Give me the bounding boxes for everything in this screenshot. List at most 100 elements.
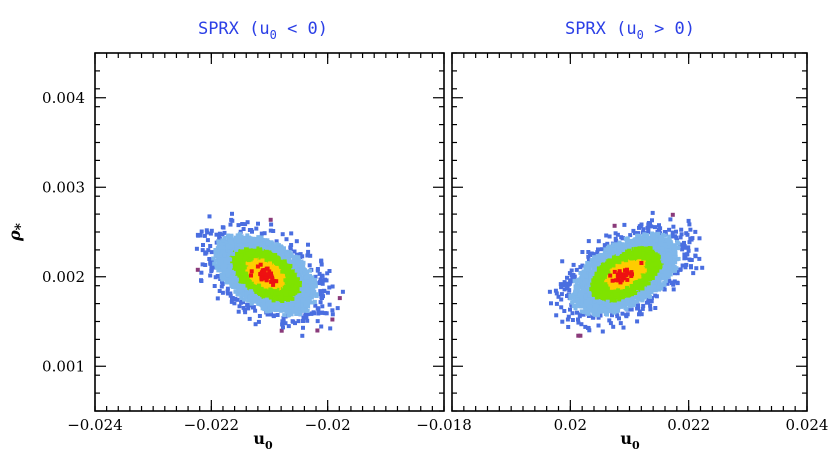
data-point <box>586 325 590 330</box>
data-point <box>214 232 219 237</box>
data-point <box>635 303 640 308</box>
data-point <box>596 247 600 252</box>
data-point <box>697 236 702 241</box>
data-point <box>680 263 685 268</box>
data-point <box>689 264 693 269</box>
data-point <box>208 273 213 278</box>
data-point <box>611 324 616 329</box>
data-point <box>221 276 226 281</box>
data-point <box>205 238 210 243</box>
data-point <box>305 269 309 274</box>
data-point <box>296 302 301 307</box>
data-point <box>231 270 236 275</box>
data-point <box>644 300 649 305</box>
data-point <box>288 299 293 304</box>
data-point <box>275 262 280 266</box>
data-point <box>564 281 569 286</box>
data-point <box>241 227 246 231</box>
data-point <box>276 253 281 258</box>
data-point <box>662 282 667 287</box>
data-point <box>220 273 225 278</box>
data-point <box>670 212 675 217</box>
data-point <box>693 229 698 234</box>
data-point <box>587 328 592 333</box>
data-point <box>296 298 301 303</box>
data-point <box>609 244 614 249</box>
data-point <box>236 245 240 249</box>
data-point <box>648 307 653 312</box>
data-point <box>301 283 306 288</box>
data-point <box>612 223 617 228</box>
best-fit-point <box>258 262 263 267</box>
data-point <box>648 303 653 308</box>
y-tick-label: 0.003 <box>42 178 85 196</box>
data-point <box>547 289 552 294</box>
data-point <box>218 245 223 250</box>
data-point <box>682 256 687 261</box>
data-point <box>301 319 305 323</box>
data-point <box>596 239 601 244</box>
data-point <box>586 254 591 259</box>
data-point <box>256 238 261 243</box>
data-point <box>206 248 211 253</box>
data-point <box>246 306 251 311</box>
data-point <box>237 237 242 242</box>
data-point <box>615 314 620 319</box>
data-point <box>337 296 342 301</box>
data-point <box>249 241 254 246</box>
data-point <box>674 235 679 240</box>
data-point <box>684 262 689 267</box>
data-point <box>568 293 573 298</box>
data-point <box>209 228 214 233</box>
data-point <box>265 297 270 302</box>
data-point <box>259 231 264 236</box>
data-point <box>271 298 276 303</box>
data-point <box>216 261 221 266</box>
data-point <box>318 292 323 297</box>
data-point <box>575 304 580 309</box>
best-fit-point <box>255 264 260 269</box>
data-point <box>280 291 285 296</box>
data-point <box>283 297 288 301</box>
data-point <box>231 251 236 256</box>
data-point <box>640 306 645 311</box>
data-point <box>289 312 294 317</box>
data-point <box>239 269 244 274</box>
data-point <box>280 322 285 327</box>
data-point <box>579 312 583 317</box>
data-point <box>249 244 254 248</box>
data-point <box>296 260 301 264</box>
data-point <box>240 264 245 269</box>
data-point <box>645 225 650 230</box>
data-point <box>253 322 258 327</box>
data-point <box>287 281 292 286</box>
data-point <box>243 310 248 315</box>
data-point <box>256 221 260 226</box>
data-point <box>674 229 678 234</box>
data-point <box>251 272 256 276</box>
data-point <box>245 276 250 280</box>
data-point <box>263 284 268 289</box>
data-point <box>595 250 600 255</box>
data-point <box>559 297 564 302</box>
data-point <box>274 239 279 244</box>
data-point <box>621 325 626 330</box>
data-point <box>633 231 637 236</box>
data-point <box>573 299 578 304</box>
data-point <box>685 232 690 237</box>
data-point <box>613 231 618 236</box>
data-point <box>254 226 259 231</box>
data-point <box>268 261 272 266</box>
data-point <box>280 276 285 281</box>
data-point <box>296 263 301 268</box>
data-point <box>306 242 310 247</box>
data-point <box>245 233 250 238</box>
data-point <box>299 305 304 310</box>
data-point <box>230 277 235 282</box>
data-point <box>224 248 229 253</box>
data-point <box>274 265 279 270</box>
data-point <box>279 328 284 333</box>
data-point <box>566 314 571 319</box>
data-point <box>292 259 297 263</box>
data-point <box>217 247 222 252</box>
